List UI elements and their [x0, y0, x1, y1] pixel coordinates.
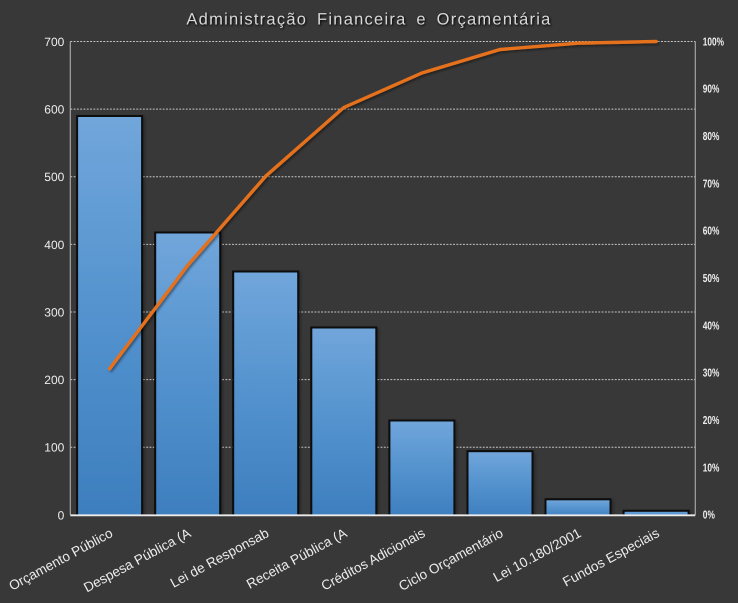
svg-text:Administração Financeira e Orç: Administração Financeira e Orçamentária — [186, 11, 551, 29]
svg-text:20%: 20% — [703, 415, 720, 427]
svg-text:0: 0 — [58, 508, 65, 522]
svg-text:100%: 100% — [703, 36, 724, 48]
svg-text:0%: 0% — [703, 510, 715, 522]
svg-text:700: 700 — [44, 35, 64, 49]
svg-text:50%: 50% — [703, 273, 720, 285]
svg-text:500: 500 — [44, 170, 64, 184]
svg-text:100: 100 — [44, 441, 64, 455]
svg-text:200: 200 — [44, 373, 64, 387]
svg-text:300: 300 — [44, 306, 64, 320]
svg-text:80%: 80% — [703, 131, 720, 143]
svg-text:600: 600 — [44, 103, 64, 117]
svg-text:30%: 30% — [703, 368, 720, 380]
svg-text:400: 400 — [44, 238, 64, 252]
svg-text:60%: 60% — [703, 226, 720, 238]
svg-text:10%: 10% — [703, 462, 720, 474]
svg-text:40%: 40% — [703, 320, 720, 332]
svg-text:70%: 70% — [703, 178, 720, 190]
svg-text:90%: 90% — [703, 84, 720, 96]
